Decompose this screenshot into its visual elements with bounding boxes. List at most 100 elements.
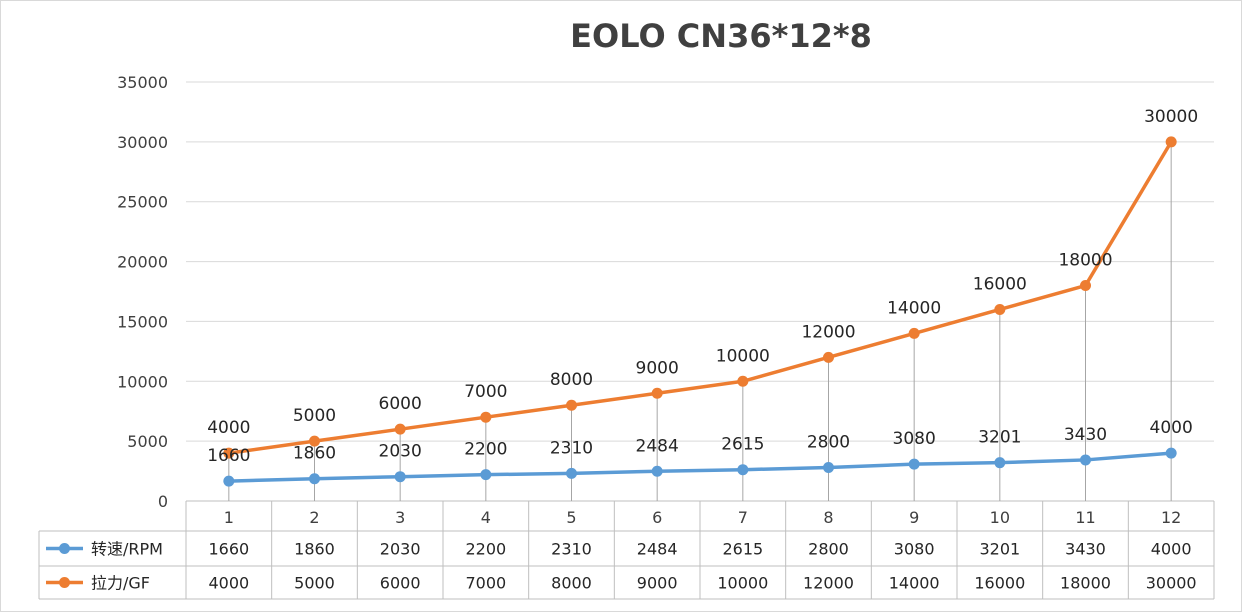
data-label: 2484	[636, 436, 679, 456]
table-cell: 3080	[894, 540, 935, 559]
drop-lines	[228, 141, 1172, 501]
y-tick-label: 25000	[117, 193, 168, 212]
data-point	[223, 475, 235, 487]
data-label: 1860	[293, 444, 336, 464]
data-point	[394, 471, 406, 483]
x-tick-label: 10	[990, 508, 1010, 527]
table-cell: 1660	[208, 540, 249, 559]
legend-label: 转速/RPM	[91, 540, 163, 559]
data-point	[823, 351, 834, 363]
y-axis-ticks: 0 5000 10000 15000 20000 25000 30000 35000	[117, 73, 168, 511]
data-point	[737, 375, 749, 387]
data-labels: 1660 1860 2030 2200 2310 2484 2615 2800 3080 3201…	[207, 107, 1198, 466]
data-label: 18000	[1058, 251, 1112, 271]
table-cell: 7000	[465, 574, 506, 593]
y-tick-label: 5000	[127, 432, 168, 451]
data-label: 7000	[464, 382, 507, 402]
x-tick-label: 5	[566, 508, 576, 527]
legend-marker	[59, 543, 70, 554]
data-point	[908, 327, 920, 339]
table-cell: 10000	[717, 574, 768, 593]
data-label: 2800	[807, 432, 850, 452]
table-cell: 18000	[1060, 574, 1111, 593]
data-label: 1660	[207, 446, 250, 466]
data-point	[566, 399, 577, 411]
x-tick-label: 9	[909, 508, 919, 527]
table-cell: 2200	[465, 540, 506, 559]
data-label: 12000	[801, 322, 855, 342]
table-cell: 6000	[380, 574, 421, 593]
data-point	[737, 464, 749, 476]
chart-title: EOLO CN36*12*8	[570, 17, 872, 55]
data-label: 8000	[550, 370, 593, 390]
data-point	[309, 435, 320, 447]
data-point	[394, 423, 406, 435]
y-tick-label: 15000	[117, 312, 168, 331]
legend-marker	[59, 577, 70, 588]
x-tick-label: 8	[823, 508, 833, 527]
y-tick-label: 20000	[117, 253, 168, 272]
data-label: 9000	[636, 358, 679, 378]
table-cell: 2800	[808, 540, 849, 559]
data-label: 14000	[887, 298, 941, 318]
data-point	[1165, 136, 1177, 148]
series-line	[228, 140, 1173, 455]
data-label: 10000	[716, 346, 770, 366]
x-tick-label: 11	[1075, 508, 1095, 527]
data-label: 3201	[978, 428, 1021, 448]
table-cell: 5000	[294, 574, 335, 593]
data-point	[480, 469, 492, 481]
data-label: 6000	[379, 394, 422, 414]
table-cell: 14000	[889, 574, 940, 593]
table-cell: 3201	[979, 540, 1020, 559]
data-point	[651, 465, 663, 477]
data-label: 30000	[1144, 107, 1198, 127]
table-cell: 12000	[803, 574, 854, 593]
data-point	[566, 467, 577, 479]
table-cell: 16000	[974, 574, 1025, 593]
y-tick-label: 0	[158, 492, 168, 511]
data-label: 3080	[893, 429, 936, 449]
data-point	[223, 447, 235, 459]
table-cell: 4000	[1151, 540, 1192, 559]
data-label: 5000	[293, 406, 336, 426]
data-point	[994, 303, 1006, 315]
y-tick-label: 35000	[117, 73, 168, 92]
data-label: 4000	[207, 418, 250, 438]
data-point	[480, 411, 492, 423]
gridlines	[186, 81, 1214, 502]
table-cell: 2310	[551, 540, 592, 559]
x-tick-label: 4	[481, 508, 491, 527]
data-point	[1080, 454, 1091, 466]
data-point	[994, 457, 1006, 469]
data-point	[309, 473, 320, 485]
x-tick-label: 3	[395, 508, 405, 527]
series-line	[228, 451, 1172, 483]
series-layer	[223, 136, 1177, 487]
data-label: 4000	[1150, 418, 1193, 438]
data-label: 2310	[550, 438, 593, 458]
x-tick-label: 7	[738, 508, 748, 527]
x-tick-label: 12	[1161, 508, 1181, 527]
table-cell: 30000	[1146, 574, 1197, 593]
data-point	[1165, 447, 1177, 459]
data-point	[1080, 280, 1091, 292]
x-tick-label: 2	[309, 508, 319, 527]
x-tick-label: 1	[224, 508, 234, 527]
table-cell: 9000	[637, 574, 678, 593]
data-point	[823, 461, 834, 473]
table-cell: 8000	[551, 574, 592, 593]
x-tick-label: 6	[652, 508, 662, 527]
data-label: 2200	[464, 440, 507, 460]
y-tick-label: 10000	[117, 372, 168, 391]
table-cell: 1860	[294, 540, 335, 559]
data-label: 2030	[379, 442, 422, 462]
table-cell: 4000	[208, 574, 249, 593]
data-point	[651, 387, 663, 399]
data-point	[908, 458, 920, 470]
data-label: 3430	[1064, 425, 1107, 445]
y-tick-label: 30000	[117, 133, 168, 152]
